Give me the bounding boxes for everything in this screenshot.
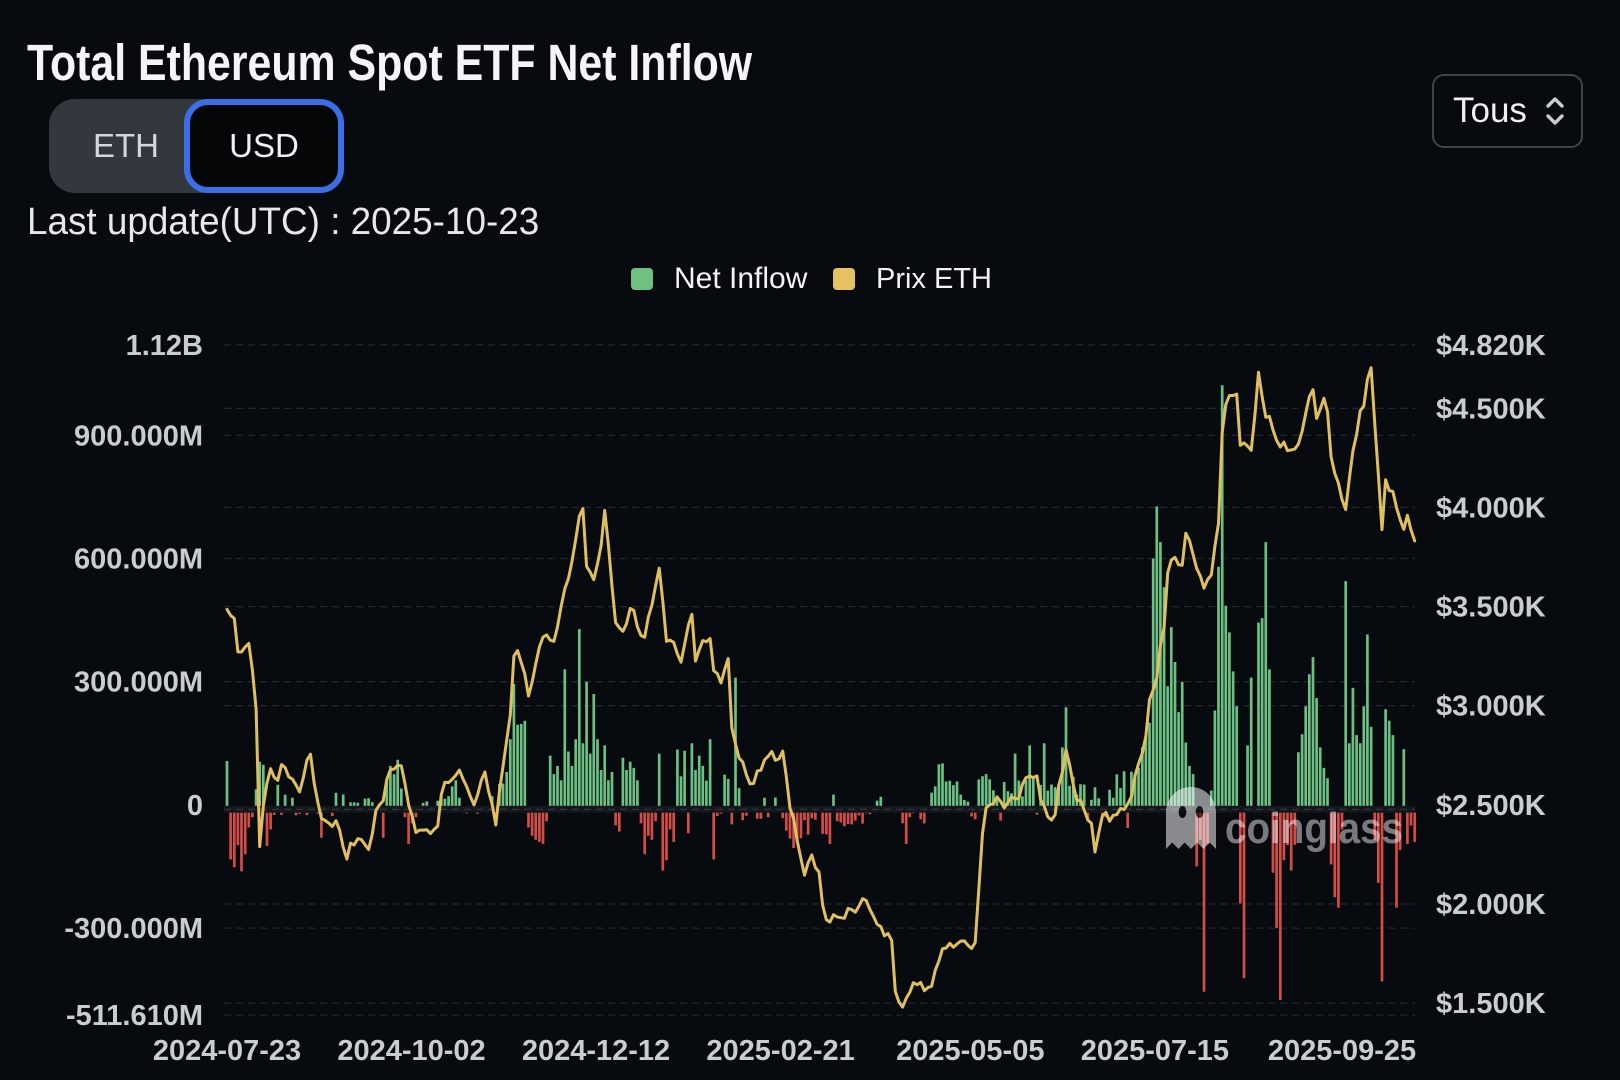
svg-text:2024-12-12: 2024-12-12 xyxy=(522,1035,670,1067)
svg-text:$2.000K: $2.000K xyxy=(1436,889,1546,921)
svg-text:2024-07-23: 2024-07-23 xyxy=(153,1035,301,1067)
svg-text:0: 0 xyxy=(187,790,203,822)
svg-text:2025-05-05: 2025-05-05 xyxy=(896,1035,1044,1067)
svg-text:600.000M: 600.000M xyxy=(74,544,203,576)
svg-text:$4.500K: $4.500K xyxy=(1436,393,1546,425)
svg-text:-300.000M: -300.000M xyxy=(64,913,203,945)
svg-text:$3.500K: $3.500K xyxy=(1436,592,1546,624)
svg-text:coinglass: coinglass xyxy=(1225,804,1403,853)
svg-text:$4.820K: $4.820K xyxy=(1436,330,1546,362)
svg-text:2025-09-25: 2025-09-25 xyxy=(1268,1035,1416,1067)
svg-text:2024-10-02: 2024-10-02 xyxy=(337,1035,485,1067)
svg-text:$1.500K: $1.500K xyxy=(1436,988,1546,1020)
svg-text:$2.500K: $2.500K xyxy=(1436,790,1546,822)
svg-text:300.000M: 300.000M xyxy=(74,667,203,699)
svg-text:2025-02-21: 2025-02-21 xyxy=(706,1035,854,1067)
svg-text:2025-07-15: 2025-07-15 xyxy=(1081,1035,1229,1067)
svg-text:900.000M: 900.000M xyxy=(74,420,203,452)
svg-text:$4.000K: $4.000K xyxy=(1436,492,1546,524)
svg-text:-511.610M: -511.610M xyxy=(66,1000,203,1032)
svg-text:1.12B: 1.12B xyxy=(126,330,203,362)
svg-text:$3.000K: $3.000K xyxy=(1436,691,1546,723)
